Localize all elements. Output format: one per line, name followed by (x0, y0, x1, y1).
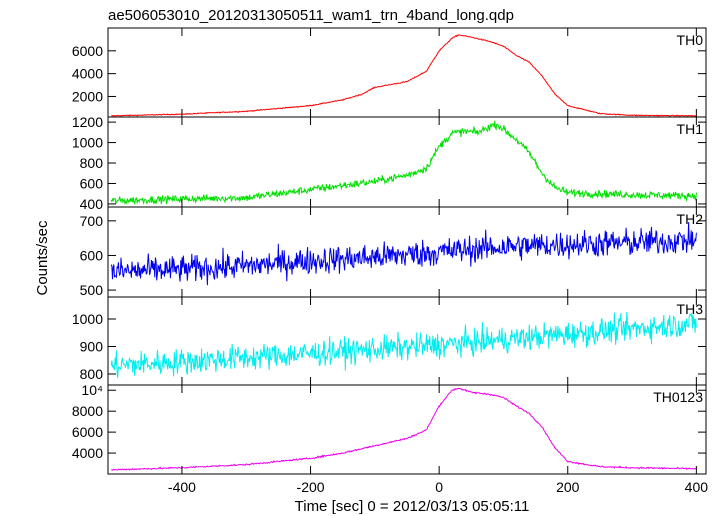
y-tick-label: 1200 (72, 114, 103, 130)
series-line-th1 (110, 120, 697, 206)
y-tick-label: 500 (80, 282, 104, 298)
y-tick-label: 900 (80, 339, 104, 355)
panel-th2: 500 600 700 TH2 (80, 206, 707, 298)
y-tick-label: 800 (80, 155, 104, 171)
panel-frame (107, 27, 707, 118)
panel-label: TH2 (677, 211, 704, 227)
panel-label: TH0123 (653, 389, 703, 405)
y-tick-label: 400 (80, 196, 104, 212)
y-tick-label: 700 (80, 213, 104, 229)
panel-th0123: 4000 6000 8000 10⁴ TH0123 (72, 382, 707, 475)
y-tick-label: 10⁴ (81, 382, 103, 398)
x-tick-label: 0 (435, 479, 443, 495)
series-line-th2 (110, 222, 697, 286)
y-axis-label: Counts/sec (34, 220, 51, 296)
y-tick-label: 600 (80, 175, 104, 191)
series-line-th0123 (111, 387, 697, 471)
panel-label: TH1 (677, 121, 704, 137)
y-tick-label: 600 (80, 247, 104, 263)
x-tick-label: -400 (168, 479, 196, 495)
series-line-th3 (110, 311, 697, 378)
x-axis-label: Time [sec] 0 = 2012/03/13 05:05:11 (295, 498, 530, 515)
panel-label: TH0 (677, 32, 704, 48)
panel-frame (107, 206, 707, 298)
panel-frame (107, 384, 707, 475)
x-tick-label: -200 (297, 479, 325, 495)
panel-th3: 800 900 1000 TH3 (72, 296, 707, 386)
x-tick-label: 400 (685, 479, 709, 495)
y-tick-label: 6000 (72, 424, 103, 440)
y-tick-label: 2000 (72, 88, 103, 104)
panel-th1: 400 600 800 1000 1200 TH1 (72, 114, 707, 212)
series-line-th0 (111, 34, 697, 117)
y-tick-label: 1000 (72, 311, 103, 327)
y-tick-label: 4000 (72, 445, 103, 461)
chart-title: ae506053010_20120313050511_wam1_trn_4ban… (108, 7, 514, 24)
x-tick-label: 200 (556, 479, 580, 495)
y-tick-label: 8000 (72, 403, 103, 419)
panel-label: TH3 (677, 301, 704, 317)
panel-th0: 2000 4000 6000 TH0 (72, 27, 707, 118)
y-tick-label: 1000 (72, 135, 103, 151)
y-tick-label: 4000 (72, 66, 103, 82)
y-tick-label: 6000 (72, 43, 103, 59)
y-tick-label: 800 (80, 366, 104, 382)
